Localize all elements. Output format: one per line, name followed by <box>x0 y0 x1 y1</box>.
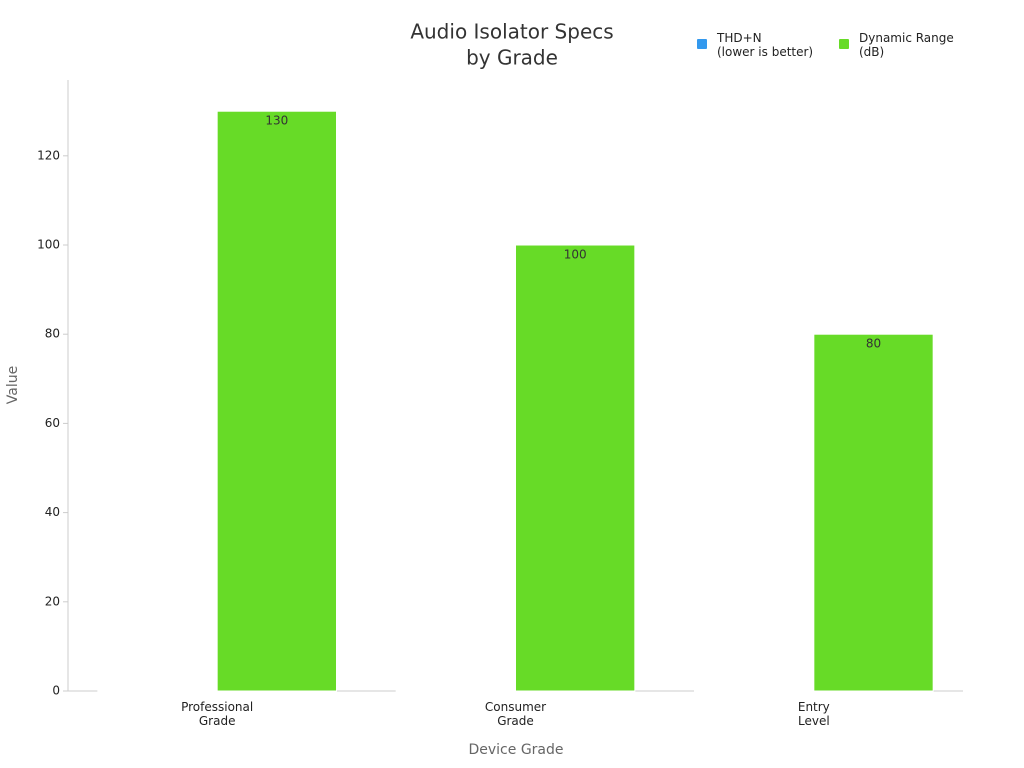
value-label: 130 <box>265 114 288 128</box>
y-tick-label: 60 <box>45 416 60 430</box>
x-tick-label: Professional Grade <box>181 700 253 728</box>
y-tick-label: 100 <box>37 238 60 252</box>
x-tick-label: Entry Level <box>798 700 830 728</box>
chart-title: by Grade <box>466 46 558 70</box>
y-tick-label: 20 <box>45 594 60 608</box>
y-tick-label: 80 <box>45 327 60 341</box>
bar <box>216 110 338 692</box>
x-axis-title: Device Grade <box>468 742 563 758</box>
legend-swatch <box>697 39 707 49</box>
y-axis-title: Value <box>5 366 21 404</box>
bar <box>515 244 636 692</box>
legend-label: THD+N (lower is better) <box>716 31 813 59</box>
bar <box>694 690 815 692</box>
x-tick-label: Consumer Grade <box>485 700 546 728</box>
y-tick-label: 120 <box>37 148 60 162</box>
legend-swatch <box>839 39 849 49</box>
y-tick-label: 0 <box>52 684 60 698</box>
y-tick-label: 40 <box>45 505 60 519</box>
value-label: 80 <box>866 337 881 351</box>
chart-title: Audio Isolator Specs <box>410 20 613 44</box>
bar <box>813 333 934 692</box>
bar <box>395 690 516 692</box>
bar <box>97 690 218 692</box>
value-label: 100 <box>564 248 587 262</box>
legend-label: Dynamic Range (dB) <box>859 31 954 59</box>
